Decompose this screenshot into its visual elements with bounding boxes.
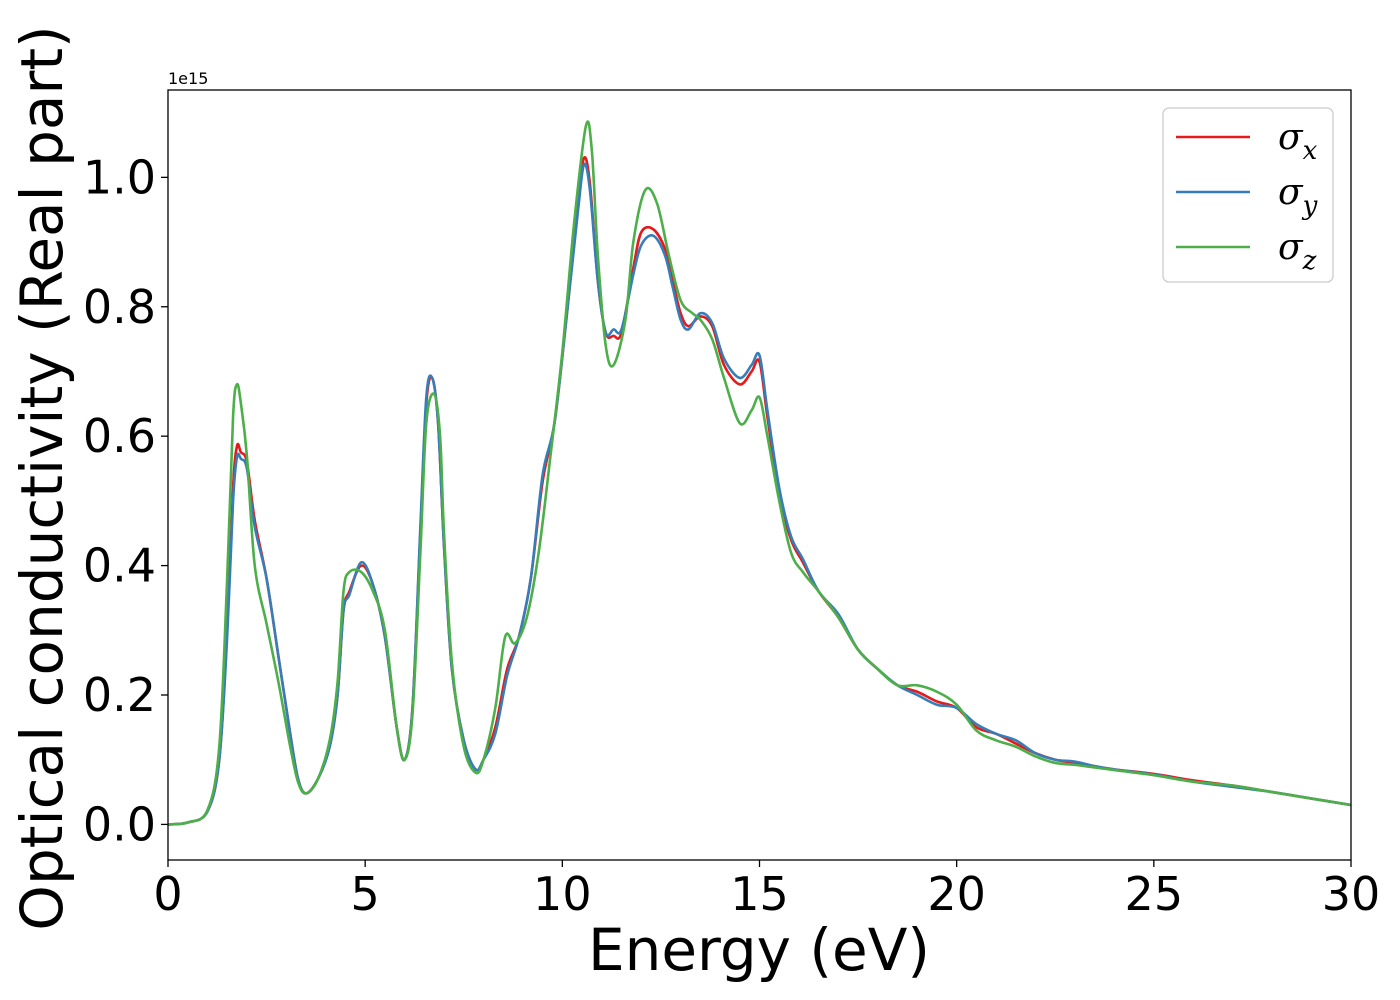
x-tick-label: 15 <box>730 867 789 921</box>
series-lines <box>167 120 1352 826</box>
x-tick-label: 10 <box>533 867 592 921</box>
y-tick-label: 0.2 <box>83 668 156 722</box>
y-tick-label: 0.8 <box>83 280 156 334</box>
x-tick-label: 20 <box>927 867 986 921</box>
x-tick-label: 0 <box>153 867 182 921</box>
legend-box <box>1162 107 1334 283</box>
y-axis: 0.0 0.2 0.4 0.6 0.8 1.0 <box>83 150 168 851</box>
y-tick-label: 0.4 <box>83 539 156 593</box>
x-axis-title: Energy (eV) <box>588 916 930 984</box>
y-tick-label: 1.0 <box>83 150 156 204</box>
y-tick-label: 0.0 <box>83 797 156 851</box>
y-tick-label: 0.6 <box>83 409 156 463</box>
x-axis: 0 5 10 15 20 25 30 <box>153 860 1380 921</box>
y-axis-title: Optical conductivity (Real part) <box>8 25 76 930</box>
y-offset-label: 1e15 <box>168 69 208 88</box>
x-tick-label: 5 <box>351 867 380 921</box>
series-line-z <box>167 120 1352 826</box>
x-tick-label: 30 <box>1322 867 1381 921</box>
x-tick-label: 25 <box>1125 867 1184 921</box>
